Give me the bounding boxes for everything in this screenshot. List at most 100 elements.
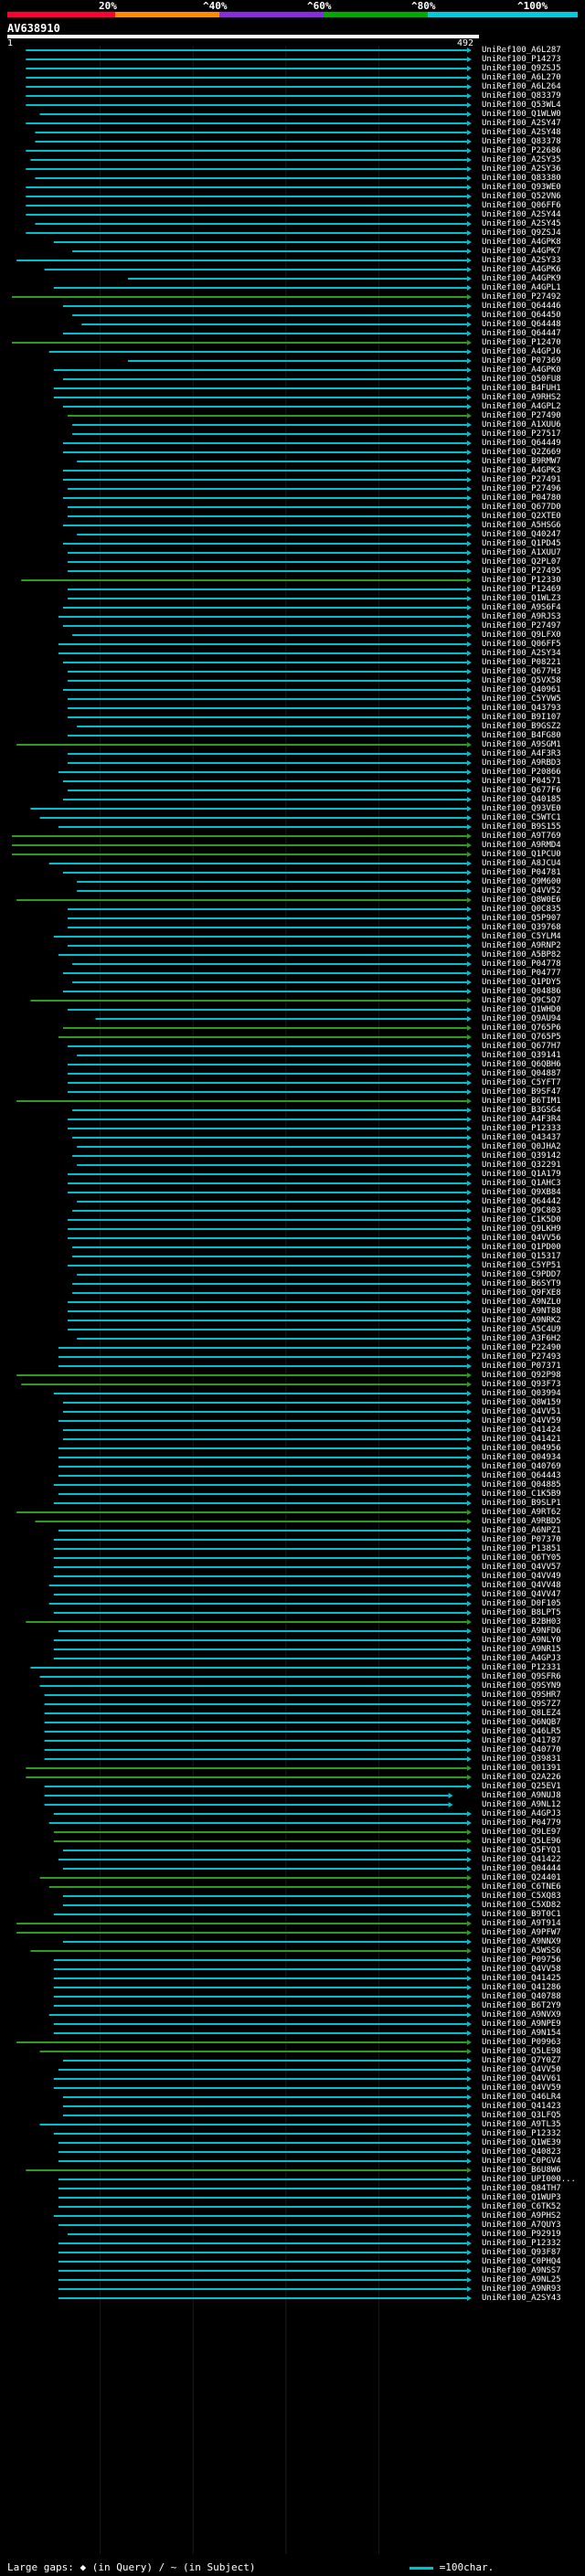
hit-label[interactable]: UniRef100_A2SY44 bbox=[482, 210, 561, 219]
hit-label[interactable]: UniRef100_Q93VE0 bbox=[482, 804, 561, 813]
hit-label[interactable]: UniRef100_A6L264 bbox=[482, 82, 561, 91]
hit-label[interactable]: UniRef100_P22686 bbox=[482, 146, 561, 155]
hit-label[interactable]: UniRef100_P04779 bbox=[482, 1818, 561, 1828]
hit-label[interactable]: UniRef100_Q40185 bbox=[482, 795, 561, 804]
hit-label[interactable]: UniRef100_Q4VV48 bbox=[482, 1581, 561, 1590]
hit-label[interactable]: UniRef100_Q4VV57 bbox=[482, 1563, 561, 1572]
hit-label[interactable]: UniRef100_Q5FYQ1 bbox=[482, 1846, 561, 1855]
hit-label[interactable]: UniRef100_A9NT88 bbox=[482, 1307, 561, 1316]
hit-label[interactable]: UniRef100_Q9SYN9 bbox=[482, 1681, 561, 1691]
hit-label[interactable]: UniRef100_B9RMW7 bbox=[482, 457, 561, 466]
hit-label[interactable]: UniRef100_Q8W159 bbox=[482, 1398, 561, 1407]
hit-label[interactable]: UniRef100_A4GPK7 bbox=[482, 247, 561, 256]
hit-label[interactable]: UniRef100_Q1WLZ3 bbox=[482, 594, 561, 603]
hit-label[interactable]: UniRef100_P20866 bbox=[482, 768, 561, 777]
hit-label[interactable]: UniRef100_A2SY45 bbox=[482, 219, 561, 228]
hit-label[interactable]: UniRef100_Q40823 bbox=[482, 2147, 561, 2157]
hit-label[interactable]: UniRef100_P07370 bbox=[482, 1535, 561, 1544]
hit-label[interactable]: UniRef100_Q677H3 bbox=[482, 667, 561, 676]
hit-label[interactable]: UniRef100_A9SGM1 bbox=[482, 740, 561, 749]
hit-label[interactable]: UniRef100_A2SY48 bbox=[482, 128, 561, 137]
hit-label[interactable]: UniRef100_A5BP82 bbox=[482, 950, 561, 959]
hit-label[interactable]: UniRef100_Q1WE39 bbox=[482, 2138, 561, 2147]
hit-label[interactable]: UniRef100_Q1A179 bbox=[482, 1170, 561, 1179]
hit-label[interactable]: UniRef100_A9NUJ8 bbox=[482, 1791, 561, 1800]
hit-label[interactable]: UniRef100_B8LPT5 bbox=[482, 1608, 561, 1617]
hit-label[interactable]: UniRef100_Q93WE0 bbox=[482, 183, 561, 192]
hit-label[interactable]: UniRef100_Q46LR4 bbox=[482, 2093, 561, 2102]
hit-label[interactable]: UniRef100_Q64449 bbox=[482, 439, 561, 448]
hit-label[interactable]: UniRef100_A9NNX9 bbox=[482, 1937, 561, 1946]
hit-label[interactable]: UniRef100_A9NL12 bbox=[482, 1800, 561, 1809]
hit-label[interactable]: UniRef100_P12331 bbox=[482, 1663, 561, 1672]
hit-label[interactable]: UniRef100_Q64443 bbox=[482, 1471, 561, 1480]
hit-label[interactable]: UniRef100_C5YLM4 bbox=[482, 932, 561, 941]
hit-label[interactable]: UniRef100_Q64448 bbox=[482, 320, 561, 329]
hit-label[interactable]: UniRef100_Q1WHD0 bbox=[482, 1005, 561, 1014]
hit-label[interactable]: UniRef100_Q06FF6 bbox=[482, 201, 561, 210]
hit-label[interactable]: UniRef100_A9RBD3 bbox=[482, 758, 561, 768]
hit-label[interactable]: UniRef100_Q9C5Q7 bbox=[482, 996, 561, 1005]
hit-label[interactable]: UniRef100_P14273 bbox=[482, 55, 561, 64]
hit-label[interactable]: UniRef100_A4F3R4 bbox=[482, 1115, 561, 1124]
hit-label[interactable]: UniRef100_Q06FF5 bbox=[482, 640, 561, 649]
hit-label[interactable]: UniRef100_Q40788 bbox=[482, 1992, 561, 2001]
hit-label[interactable]: UniRef100_Q41421 bbox=[482, 1435, 561, 1444]
hit-label[interactable]: UniRef100_A2SY47 bbox=[482, 119, 561, 128]
hit-label[interactable]: UniRef100_B9SF47 bbox=[482, 1087, 561, 1097]
hit-label[interactable]: UniRef100_Q4VV61 bbox=[482, 2074, 561, 2083]
hit-label[interactable]: UniRef100_Q83378 bbox=[482, 137, 561, 146]
hit-label[interactable]: UniRef100_A2SY33 bbox=[482, 256, 561, 265]
hit-label[interactable]: UniRef100_C0PHQ4 bbox=[482, 2257, 561, 2266]
hit-label[interactable]: UniRef100_A9NPE9 bbox=[482, 2019, 561, 2029]
hit-label[interactable]: UniRef100_Q92P98 bbox=[482, 1371, 561, 1380]
hit-label[interactable]: UniRef100_Q677F6 bbox=[482, 786, 561, 795]
hit-label[interactable]: UniRef100_A2SY34 bbox=[482, 649, 561, 658]
hit-label[interactable]: UniRef100_D0F105 bbox=[482, 1599, 561, 1608]
hit-label[interactable]: UniRef100_C5YP51 bbox=[482, 1261, 561, 1270]
hit-label[interactable]: UniRef100_Q04934 bbox=[482, 1453, 561, 1462]
hit-label[interactable]: UniRef100_A9PFW7 bbox=[482, 1928, 561, 1937]
hit-label[interactable]: UniRef100_P12330 bbox=[482, 576, 561, 585]
hit-label[interactable]: UniRef100_P04571 bbox=[482, 777, 561, 786]
hit-label[interactable]: UniRef100_P04778 bbox=[482, 959, 561, 969]
hit-label[interactable]: UniRef100_A4GPJ6 bbox=[482, 347, 561, 356]
hit-label[interactable]: UniRef100_Q0JHA2 bbox=[482, 1142, 561, 1151]
hit-label[interactable]: UniRef100_A5HSG6 bbox=[482, 521, 561, 530]
hit-label[interactable]: UniRef100_A4F3R3 bbox=[482, 749, 561, 758]
hit-label[interactable]: UniRef100_P92919 bbox=[482, 2230, 561, 2239]
hit-label[interactable]: UniRef100_Q40247 bbox=[482, 530, 561, 539]
hit-label[interactable]: UniRef100_B6T2Y9 bbox=[482, 2001, 561, 2010]
hit-label[interactable]: UniRef100_Q1PCU0 bbox=[482, 850, 561, 859]
hit-label[interactable]: UniRef100_Q40769 bbox=[482, 1462, 561, 1471]
hit-label[interactable]: UniRef100_A9PHS2 bbox=[482, 2211, 561, 2221]
hit-label[interactable]: UniRef100_Q15317 bbox=[482, 1252, 561, 1261]
hit-label[interactable]: UniRef100_Q8LEZ4 bbox=[482, 1709, 561, 1718]
hit-label[interactable]: UniRef100_A5WSS6 bbox=[482, 1946, 561, 1956]
hit-label[interactable]: UniRef100_Q765P5 bbox=[482, 1033, 561, 1042]
hit-label[interactable]: UniRef100_Q5VX58 bbox=[482, 676, 561, 685]
hit-label[interactable]: UniRef100_B9GSZ2 bbox=[482, 722, 561, 731]
hit-label[interactable]: UniRef100_C6TNE6 bbox=[482, 1882, 561, 1892]
hit-label[interactable]: UniRef100_P09963 bbox=[482, 2038, 561, 2047]
hit-label[interactable]: UniRef100_A4GPK0 bbox=[482, 366, 561, 375]
hit-label[interactable]: UniRef100_Q6NQB7 bbox=[482, 1718, 561, 1727]
hit-label[interactable]: UniRef100_C5WTC1 bbox=[482, 813, 561, 822]
hit-label[interactable]: UniRef100_Q83379 bbox=[482, 91, 561, 101]
hit-label[interactable]: UniRef100_Q9SFR6 bbox=[482, 1672, 561, 1681]
hit-label[interactable]: UniRef100_Q9FXE8 bbox=[482, 1288, 561, 1298]
hit-label[interactable]: UniRef100_A9NRK2 bbox=[482, 1316, 561, 1325]
hit-label[interactable]: UniRef100_Q4VV51 bbox=[482, 1407, 561, 1416]
hit-label[interactable]: UniRef100_Q9M600 bbox=[482, 877, 561, 886]
hit-label[interactable]: UniRef100_Q4VV56 bbox=[482, 1234, 561, 1243]
hit-label[interactable]: UniRef100_Q9AU94 bbox=[482, 1014, 561, 1023]
hit-label[interactable]: UniRef100_B6SYT9 bbox=[482, 1279, 561, 1288]
hit-label[interactable]: UniRef100_Q53WL4 bbox=[482, 101, 561, 110]
hit-label[interactable]: UniRef100_A4GPK8 bbox=[482, 238, 561, 247]
hit-label[interactable]: UniRef100_A6L287 bbox=[482, 46, 561, 55]
hit-label[interactable]: UniRef100_Q1PD45 bbox=[482, 539, 561, 548]
hit-label[interactable]: UniRef100_P08221 bbox=[482, 658, 561, 667]
hit-label[interactable]: UniRef100_A9RNP2 bbox=[482, 941, 561, 950]
hit-label[interactable]: UniRef100_Q5LE96 bbox=[482, 1837, 561, 1846]
hit-label[interactable]: UniRef100_Q24401 bbox=[482, 1873, 561, 1882]
